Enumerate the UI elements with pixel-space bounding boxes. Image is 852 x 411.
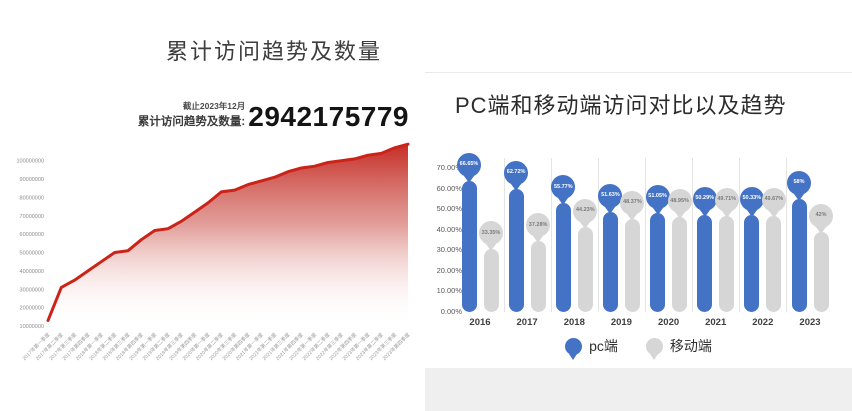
- group-separator-line: [692, 158, 694, 312]
- pc-legend-balloon-icon: [565, 337, 583, 360]
- y-axis-label: 10000000: [20, 324, 44, 330]
- year-label: 2016: [469, 317, 491, 328]
- y-axis-label: 50000000: [20, 251, 44, 257]
- y-tick-label: 40.00%: [436, 224, 462, 234]
- pc-bar: [744, 214, 760, 312]
- y-axis-label: 90000000: [20, 177, 44, 183]
- mobile-value-balloon: 49.67%: [761, 187, 786, 218]
- pc-bar: [461, 180, 477, 312]
- year-label: 2019: [610, 317, 632, 328]
- year-label: 2017: [516, 317, 538, 328]
- pc-bar: [602, 211, 618, 312]
- stat-asof-date: 截止2023年12月: [182, 101, 246, 111]
- mobile-bar: [624, 218, 640, 312]
- group-separator-line: [597, 158, 599, 312]
- mobile-value-balloon: 48.95%: [667, 189, 692, 220]
- y-axis-label: 80000000: [20, 195, 44, 201]
- mobile-value-balloon: 33.35%: [479, 221, 503, 252]
- y-axis-label: 70000000: [20, 214, 44, 220]
- pc-bar: [697, 214, 713, 312]
- cumulative-stat: 截止2023年12月 累计访问趋势及数量: 2942175779: [138, 100, 409, 131]
- y-axis-label: 20000000: [20, 306, 44, 312]
- panel-top-divider: [425, 72, 852, 73]
- mobile-bar: [483, 249, 499, 312]
- mobile-bar: [530, 241, 546, 312]
- pc-value-balloon: 50.29%: [692, 186, 717, 217]
- pc-mobile-panel: PC端和移动端访问对比以及趋势 70.00% 60.00% 50.00% 40.00%…: [425, 0, 852, 411]
- cumulative-visits-panel: 累计访问趋势及数量 截止2023年12月 累计访问趋势及数量: 29421757…: [0, 0, 425, 411]
- year-label: 2018: [563, 317, 585, 328]
- pc-value-balloon: 55.77%: [551, 175, 576, 206]
- mobile-value-balloon: 37.28%: [526, 213, 551, 244]
- mobile-value-balloon: 48.37%: [620, 190, 645, 221]
- pc-value-balloon: 62.72%: [504, 161, 529, 191]
- legend-label: 移动端: [669, 338, 712, 354]
- pc-value-balloon: 66.65%: [457, 152, 481, 183]
- pc-value-balloon: 58%: [787, 170, 811, 201]
- chart-legend: pc端 移动端: [425, 336, 852, 360]
- panel-footer-band: [425, 368, 852, 411]
- y-tick-label: 0.00%: [440, 307, 462, 316]
- stat-value: 2942175779: [248, 101, 409, 133]
- pc-mobile-lollipop-chart: 70.00% 60.00% 50.00% 40.00% 30.00% 20.00% 10.0…: [425, 0, 852, 411]
- y-axis-label: 60000000: [20, 232, 44, 238]
- group-separator-line: [503, 158, 505, 312]
- pc-bar: [650, 213, 666, 312]
- year-label: 2023: [799, 317, 821, 328]
- mobile-legend-balloon-icon: [645, 337, 663, 360]
- pc-bar: [508, 189, 524, 312]
- stat-caption: 累计访问趋势及数量:: [137, 116, 246, 128]
- mobile-value-balloon: 42%: [809, 203, 833, 234]
- y-tick-label: 20.00%: [436, 265, 462, 275]
- y-axis-label: 40000000: [20, 269, 44, 275]
- right-chart-title: PC端和移动端访问对比以及趋势: [455, 93, 787, 118]
- mobile-value-balloon: 44.23%: [573, 199, 598, 229]
- y-axis-label: 30000000: [20, 287, 44, 293]
- mobile-bar: [813, 231, 829, 312]
- trend-line: [46, 142, 410, 322]
- group-separator-line: [739, 158, 741, 312]
- legend-item: 移动端: [645, 336, 712, 360]
- cumulative-area-chart: 100000000 90000000 80000000 70000000 6000000…: [16, 142, 411, 362]
- y-tick-label: 70.00%: [436, 163, 462, 172]
- area-fill: [48, 144, 408, 326]
- year-label: 2021: [705, 317, 727, 328]
- mobile-bar: [766, 215, 782, 312]
- pc-bar: [555, 203, 571, 312]
- mobile-bar: [672, 217, 688, 312]
- pc-bar: [791, 198, 807, 312]
- mobile-bar: [577, 227, 593, 312]
- year-label: 2020: [658, 317, 680, 328]
- y-tick-label: 60.00%: [436, 183, 462, 193]
- year-label: 2022: [752, 317, 774, 328]
- group-separator-line: [550, 158, 552, 312]
- mobile-bar: [719, 215, 735, 312]
- pc-value-balloon: 51.63%: [598, 183, 623, 214]
- y-tick-label: 30.00%: [436, 245, 462, 255]
- y-axis-label: 100000000: [16, 159, 44, 165]
- y-tick-label: 50.00%: [436, 204, 462, 214]
- group-separator-line: [786, 158, 788, 312]
- left-chart-title: 累计访问趋势及数量: [166, 39, 383, 64]
- legend-label: pc端: [589, 338, 618, 354]
- mobile-value-balloon: 49.71%: [714, 187, 739, 218]
- y-tick-label: 10.00%: [436, 286, 462, 296]
- pc-value-balloon: 50.33%: [739, 186, 764, 217]
- legend-item: pc端: [565, 336, 618, 360]
- pc-value-balloon: 51.05%: [645, 185, 670, 215]
- stat-captions: 截止2023年12月 累计访问趋势及数量:: [138, 100, 245, 131]
- group-separator-line: [645, 158, 646, 312]
